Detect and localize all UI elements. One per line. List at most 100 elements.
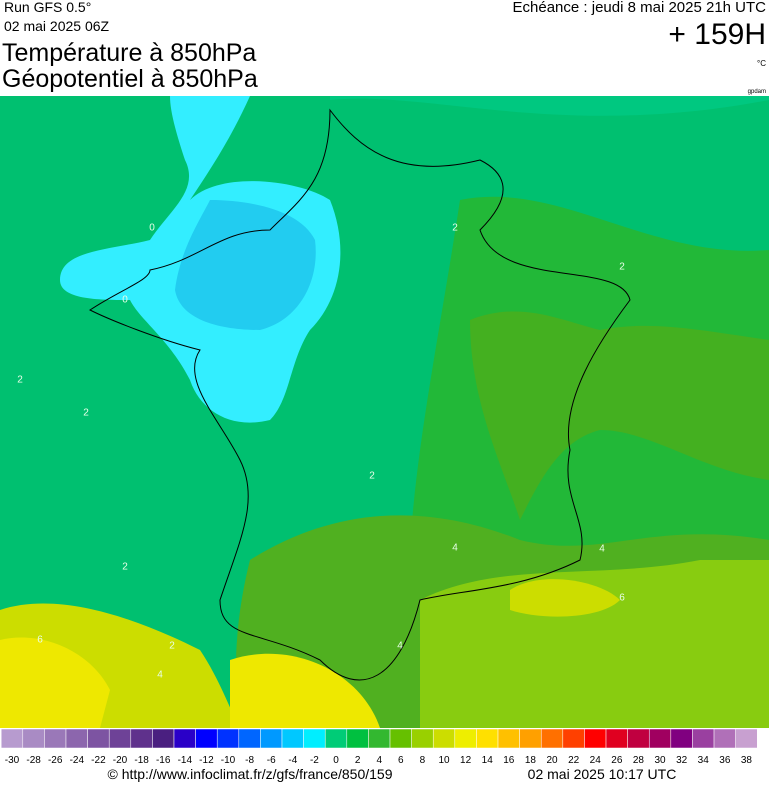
contour-label: 2 — [619, 262, 625, 273]
colorbar: -30 -28 -26 -24 -22 -20 -18 -16 -14 -12 -10 -8 -6 -4-… — [0, 728, 758, 766]
map: 0 0 2 2 2 2 2 2 2 4 4 4 4 6 6 — [0, 96, 769, 728]
colorbar-label: -4 — [288, 755, 297, 766]
colorbar-swatch — [195, 728, 218, 749]
contour-label: 4 — [157, 670, 163, 681]
colorbar-swatch — [476, 728, 499, 749]
colorbar-swatch — [670, 728, 693, 749]
colorbar-label: -2 — [310, 755, 319, 766]
temperature-zone — [0, 637, 110, 728]
colorbar-label: -10 — [221, 755, 236, 766]
colorbar-label: 18 — [525, 755, 537, 766]
colorbar-swatch — [87, 728, 110, 749]
colorbar-label: 4 — [376, 755, 382, 766]
colorbar-label: -14 — [178, 755, 193, 766]
title-line1: Température à 850hPa — [2, 39, 256, 67]
temperature-zone — [175, 200, 316, 330]
colorbar-swatch — [389, 728, 412, 749]
colorbar-label: 28 — [633, 755, 645, 766]
colorbar-label: -12 — [199, 755, 214, 766]
colorbar-swatch — [173, 728, 196, 749]
colorbar-swatch — [648, 728, 672, 749]
colorbar-swatch — [627, 728, 650, 749]
colorbar-label: -30 — [5, 755, 20, 766]
colorbar-label: 14 — [482, 755, 494, 766]
colorbar-label: 12 — [460, 755, 472, 766]
credit: gpdam — [748, 89, 766, 95]
colorbar-label: 36 — [719, 755, 731, 766]
colorbar-swatch — [692, 728, 715, 749]
contour-label: 2 — [17, 375, 23, 386]
colorbar-swatch — [281, 728, 304, 749]
temperature-zone — [230, 653, 380, 728]
contour-label: 2 — [369, 471, 375, 482]
colorbar-swatch — [562, 728, 585, 749]
colorbar-label: -16 — [156, 755, 171, 766]
colorbar-swatch — [368, 728, 391, 749]
contour-label: 2 — [452, 223, 458, 234]
colorbar-label: 6 — [398, 755, 404, 766]
colorbar-swatch — [22, 728, 45, 749]
colorbar-label: -22 — [91, 755, 106, 766]
contour-label: 4 — [397, 641, 403, 652]
contour-label: 4 — [599, 544, 605, 555]
colorbar-label: -24 — [70, 755, 85, 766]
contour-label: 0 — [122, 295, 128, 306]
colorbar-swatch — [152, 728, 175, 749]
colorbar-swatch — [411, 728, 434, 749]
colorbar-label: 10 — [438, 755, 450, 766]
lead-time: + 159H — [668, 18, 766, 51]
colorbar-swatch — [454, 728, 477, 749]
contour-label: 2 — [83, 408, 89, 419]
colorbar-swatch — [497, 728, 520, 749]
colorbar-label: 8 — [420, 755, 426, 766]
contour-label: 4 — [452, 543, 458, 554]
contour-label: 2 — [122, 562, 128, 573]
colorbar-swatch — [713, 728, 736, 749]
footer-url: © http://www.infoclimat.fr/z/gfs/france/… — [108, 766, 393, 782]
colorbar-swatch — [65, 728, 88, 749]
colorbar-label: 38 — [741, 755, 753, 766]
colorbar-swatch — [108, 728, 132, 749]
colorbar-label: 34 — [698, 755, 710, 766]
colorbar-swatch — [216, 728, 240, 749]
colorbar-swatch — [44, 728, 67, 749]
colorbar-swatch — [432, 728, 456, 749]
temperature-zone — [420, 560, 769, 728]
colorbar-label: 20 — [546, 755, 558, 766]
temperature-zone — [470, 311, 769, 520]
colorbar-label: -28 — [26, 755, 41, 766]
contour-label: 2 — [169, 641, 175, 652]
colorbar-label: -18 — [134, 755, 149, 766]
run: Run GFS 0.5° — [4, 0, 91, 15]
temperature-zone — [330, 96, 769, 116]
run-date: 02 mai 2025 06Z — [4, 18, 110, 34]
colorbar-label: 26 — [611, 755, 623, 766]
colorbar-label: 30 — [654, 755, 666, 766]
france-border — [89, 108, 631, 681]
colorbar-swatch — [260, 728, 283, 749]
contour-label: 6 — [37, 635, 43, 646]
colorbar-label: 22 — [568, 755, 580, 766]
colorbar-swatch — [238, 728, 261, 749]
contour-label: 0 — [149, 223, 155, 234]
colorbar-label: -6 — [267, 755, 276, 766]
colorbar-swatch — [130, 728, 153, 749]
colorbar-swatch — [605, 728, 628, 749]
colorbar-label: -20 — [113, 755, 128, 766]
colorbar-label: -26 — [48, 755, 63, 766]
colorbar-label: 0 — [333, 755, 339, 766]
colorbar-swatch — [540, 728, 564, 749]
echeance: Echéance : jeudi 8 mai 2025 21h UTC — [513, 0, 767, 16]
colorbar-swatch — [519, 728, 542, 749]
colorbar-swatch — [324, 728, 348, 749]
colorbar-label: 16 — [503, 755, 515, 766]
colorbar-swatch — [584, 728, 607, 749]
footer-timestamp: 02 mai 2025 10:17 UTC — [528, 766, 677, 782]
title-line2: Géopotentiel à 850hPa — [2, 65, 258, 93]
colorbar-swatch — [0, 728, 24, 749]
colorbar-swatch — [346, 728, 369, 749]
colorbar-label: 24 — [590, 755, 602, 766]
colorbar-label: 32 — [676, 755, 688, 766]
contour-label: 6 — [619, 593, 625, 604]
